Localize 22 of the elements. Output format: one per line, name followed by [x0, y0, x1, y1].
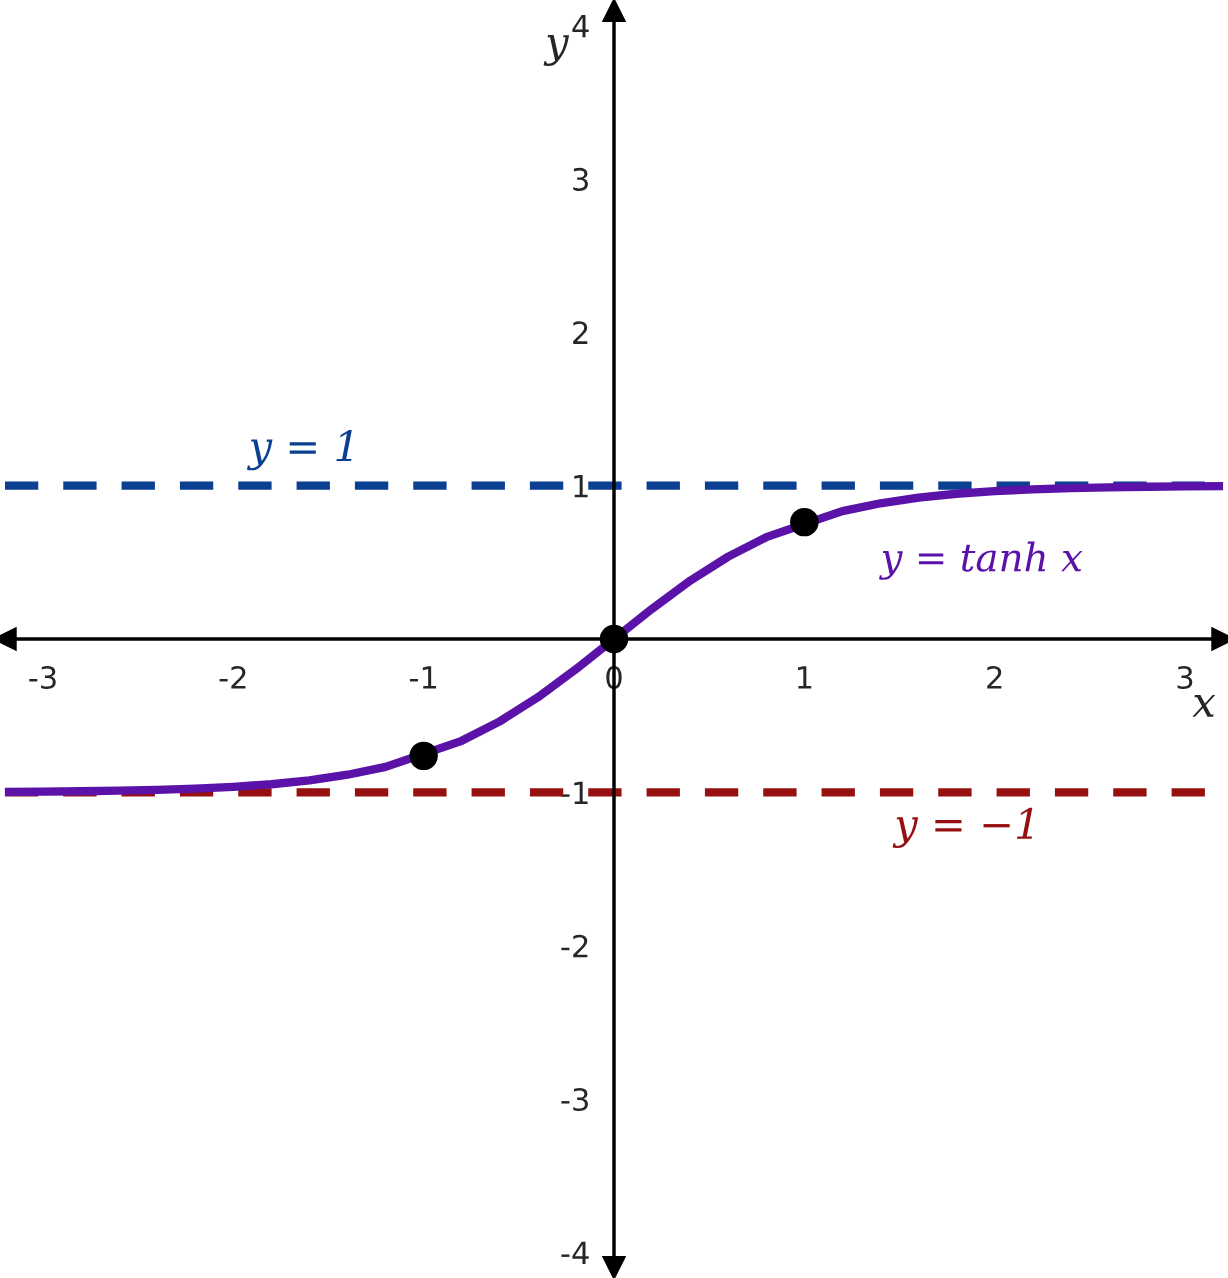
- x-tick-label: 2: [987, 665, 1002, 689]
- point: [790, 507, 819, 537]
- y-tick-label: 2: [573, 321, 588, 344]
- point: [599, 624, 629, 654]
- x-tick-label: -3: [29, 665, 56, 690]
- x-tick-label: 3: [1177, 665, 1193, 690]
- y-tick-label: -3: [561, 1088, 588, 1112]
- x-axis-title: x: [1192, 695, 1216, 717]
- ref-line-label: y = −1: [892, 807, 1033, 849]
- x-tick-label: -1: [409, 666, 437, 689]
- y-tick-label: 3: [573, 167, 588, 191]
- y-tick-label: -4: [561, 1241, 589, 1265]
- y-tick-label: -2: [561, 934, 588, 958]
- point: [409, 741, 438, 771]
- y-axis-title: y: [543, 35, 570, 66]
- x-tick-label: -2: [219, 665, 246, 689]
- y-tick-label: 4: [572, 14, 589, 38]
- ref-line-label: y = 1: [247, 430, 352, 471]
- y-tick-label: -1: [561, 781, 588, 804]
- y-tick-label: 1: [574, 474, 588, 498]
- series-label: y = tanh x: [879, 541, 1083, 580]
- x-tick-label: 1: [797, 666, 812, 689]
